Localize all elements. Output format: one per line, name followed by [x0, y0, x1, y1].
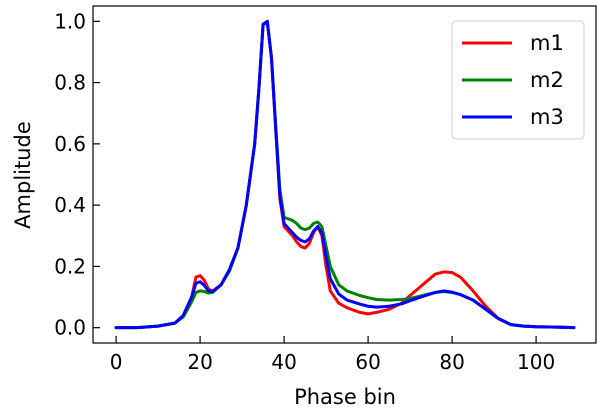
y-axis-label: Amplitude	[11, 121, 35, 229]
axes-layer	[92, 5, 597, 344]
x-tick-label: 80	[439, 350, 464, 374]
x-axis-label: Phase bin	[294, 385, 396, 409]
y-tick-label: 0.4	[54, 193, 86, 217]
y-tick-label: 0.8	[54, 71, 86, 95]
legend-label-m2: m2	[530, 68, 564, 92]
y-tick-label: 0.2	[54, 254, 86, 278]
plot-frame	[92, 5, 597, 344]
legend: m1 m2 m3	[451, 20, 585, 140]
x-tick-label: 100	[517, 350, 555, 374]
legend-label-m1: m1	[530, 31, 564, 55]
x-tick-label: 40	[271, 350, 296, 374]
y-tick-label: 0.6	[54, 132, 86, 156]
series-layer	[114, 19, 576, 330]
legend-label-m3: m3	[530, 105, 564, 129]
x-tick-label: 20	[187, 350, 212, 374]
series-line-m3	[114, 19, 576, 330]
x-tick-label: 60	[355, 350, 380, 374]
x-tick-label: 0	[110, 350, 123, 374]
y-tick-label: 1.0	[54, 9, 86, 33]
ticks-layer: 0 20 40 60 80 100 0.0 0.2 0.4 0.6 0.8 1.0	[54, 9, 555, 374]
legend-box	[451, 20, 585, 140]
y-tick-label: 0.0	[54, 316, 86, 340]
